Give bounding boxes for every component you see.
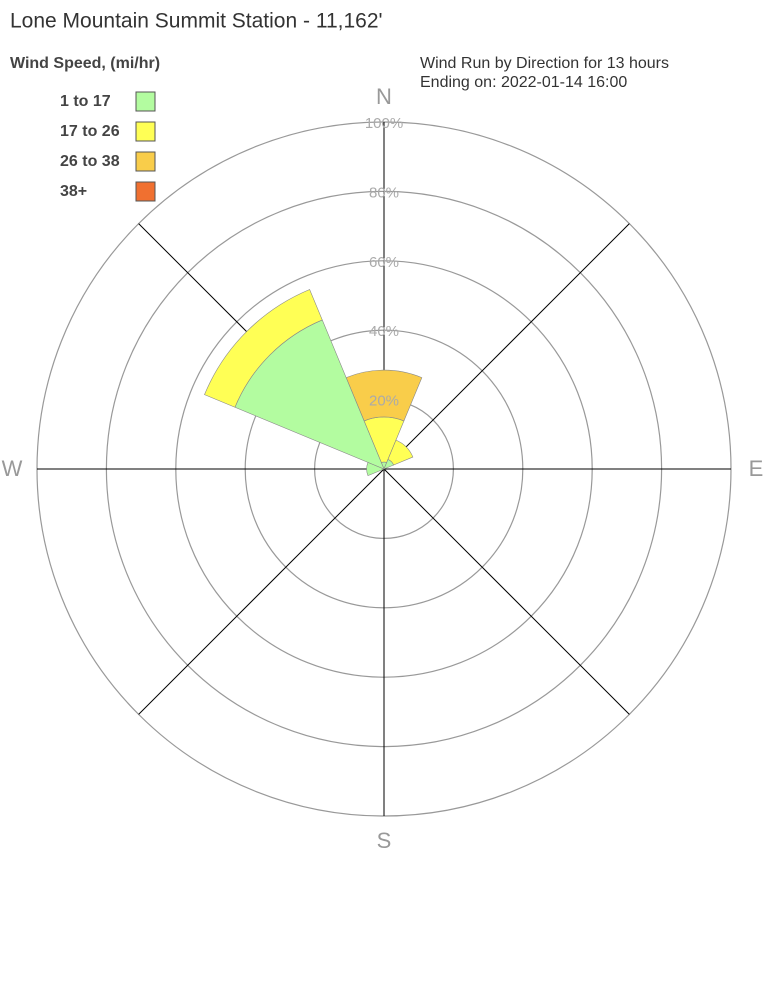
legend-label: 1 to 17 bbox=[60, 93, 111, 110]
spoke bbox=[138, 468, 385, 715]
direction-label: N bbox=[376, 84, 392, 109]
direction-label: E bbox=[749, 456, 764, 481]
legend-swatch bbox=[135, 91, 156, 112]
rose-segment bbox=[387, 439, 414, 466]
legend-label: 38+ bbox=[60, 183, 87, 200]
legend-label: 17 to 26 bbox=[60, 123, 120, 140]
chart-title: Lone Mountain Summit Station - 11,162' bbox=[10, 10, 383, 33]
spoke bbox=[383, 468, 630, 715]
legend-swatch bbox=[135, 121, 156, 142]
ring-label: 100% bbox=[365, 115, 403, 132]
ring-label: 60% bbox=[369, 254, 399, 271]
ring-label: 20% bbox=[369, 393, 399, 410]
direction-label: S bbox=[377, 828, 392, 853]
legend-swatch bbox=[135, 151, 156, 172]
spoke bbox=[383, 223, 630, 470]
ring-label: 40% bbox=[369, 323, 399, 340]
rose-segment bbox=[345, 369, 423, 422]
ring-label: 80% bbox=[369, 184, 399, 201]
subtitle: Wind Run by Direction for 13 hours bbox=[420, 55, 669, 72]
legend-title: Wind Speed, (mi/hr) bbox=[10, 55, 160, 72]
direction-label: W bbox=[2, 456, 23, 481]
rose-segment bbox=[204, 289, 323, 408]
legend-label: 26 to 38 bbox=[60, 153, 120, 170]
subtitle: Ending on: 2022-01-14 16:00 bbox=[420, 74, 627, 91]
legend-swatch bbox=[135, 181, 156, 202]
